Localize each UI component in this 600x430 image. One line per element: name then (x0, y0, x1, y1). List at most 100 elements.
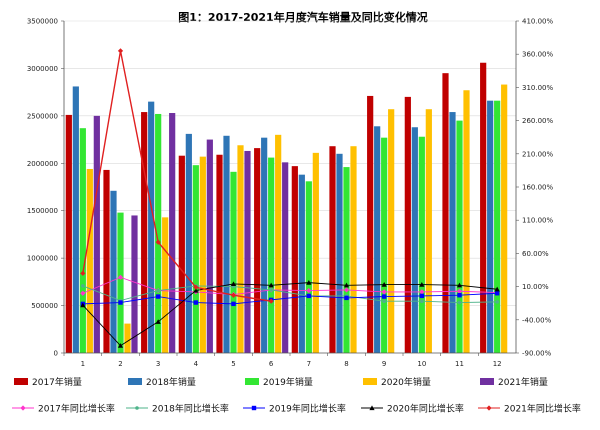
bar-2-4 (186, 134, 192, 353)
bar-3-11 (456, 121, 462, 353)
bar-3-12 (494, 101, 500, 353)
line-point-5-2 (118, 48, 123, 53)
bar-2-7 (299, 175, 305, 353)
bar-1-7 (292, 166, 298, 353)
line-point-3-8 (344, 296, 348, 300)
right-axis-tick-label: -90.00% (522, 350, 552, 358)
x-axis-tick-label: 1 (81, 360, 85, 368)
bar-1-3 (141, 112, 147, 353)
bar-2-10 (412, 127, 418, 353)
left-axis-tick-label: 1500000 (27, 207, 58, 215)
legend-label-line-1: 2017年同比增长率 (38, 403, 115, 415)
legend-swatch-bar-4 (363, 378, 377, 385)
right-axis-tick-label: 210.00% (522, 150, 553, 158)
bar-4-2 (124, 324, 130, 353)
bar-3-5 (230, 172, 236, 353)
legend-label-line-2: 2018年同比增长率 (152, 403, 229, 415)
bar-1-10 (405, 97, 411, 353)
legend-swatch-bar-5 (480, 378, 494, 385)
legend-marker-line-2 (135, 406, 139, 410)
legend-swatch-bar-3 (245, 378, 259, 385)
line-point-3-2 (118, 300, 122, 304)
x-axis-tick-label: 6 (269, 360, 274, 368)
bar-2-8 (336, 154, 342, 353)
bar-1-5 (216, 155, 222, 353)
bar-4-1 (87, 169, 93, 353)
legend-label-line-4: 2020年同比增长率 (387, 403, 464, 415)
x-axis-tick-label: 2 (118, 360, 122, 368)
bar-3-8 (343, 167, 349, 353)
bar-1-12 (480, 63, 486, 353)
bar-5-2 (131, 215, 137, 353)
line-point-2-10 (420, 299, 424, 303)
legend: 2017年销量 2018年销量 2019年销量 2020年销量 2021年销量 2017年… (12, 376, 581, 415)
bar-4-11 (463, 90, 469, 353)
x-axis-tick-label: 9 (382, 360, 386, 368)
legend-marker-line-3 (252, 406, 256, 410)
right-axis-tick-label: 360.00% (522, 51, 553, 59)
legend-swatch-bar-2 (128, 378, 142, 385)
line-point-3-11 (457, 293, 461, 297)
left-axis-tick-label: 2500000 (27, 112, 58, 120)
right-axis-tick-label: 410.00% (522, 18, 553, 26)
x-axis-tick-label: 8 (344, 360, 348, 368)
bar-4-5 (237, 145, 243, 353)
legend-label-bar-3: 2019年销量 (263, 376, 313, 388)
bar-3-4 (193, 165, 199, 353)
bar-3-10 (419, 137, 425, 353)
x-axis-tick-label: 5 (231, 360, 235, 368)
line-point-2-12 (495, 300, 499, 304)
bar-1-2 (103, 170, 109, 353)
legend-label-line-3: 2019年同比增长率 (269, 403, 346, 415)
legend-label-bar-1: 2017年销量 (32, 376, 82, 388)
bar-2-3 (148, 102, 154, 353)
bar-5-5 (244, 151, 250, 353)
bar-2-9 (374, 126, 380, 353)
right-axis-tick-label: 10.00% (522, 283, 549, 291)
bar-4-10 (426, 109, 432, 353)
bar-4-6 (275, 135, 281, 353)
line-point-2-1 (81, 284, 85, 288)
bar-4-12 (501, 85, 507, 353)
legend-swatch-bar-1 (14, 378, 28, 385)
bar-5-3 (169, 113, 175, 353)
bar-3-1 (80, 128, 86, 353)
line-point-3-3 (156, 294, 160, 298)
bar-1-11 (442, 73, 448, 353)
line-point-3-10 (420, 294, 424, 298)
legend-label-bar-5: 2021年销量 (498, 376, 548, 388)
left-axis-tick-label: 1000000 (27, 255, 58, 263)
chart-title: 图1：2017-2021年月度汽车销量及同比变化情况 (178, 10, 427, 24)
bar-4-4 (200, 157, 206, 353)
line-point-2-6 (269, 288, 273, 292)
right-axis-tick-label: 110.00% (522, 217, 553, 225)
line-point-3-7 (307, 294, 311, 298)
bar-1-9 (367, 96, 373, 353)
line-point-2-9 (382, 299, 386, 303)
bar-2-6 (261, 138, 267, 353)
x-axis-tick-label: 12 (493, 360, 502, 368)
right-axis-tick-label: 310.00% (522, 84, 553, 92)
right-axis-tick-label: -40.00% (522, 316, 552, 324)
bar-5-6 (282, 162, 288, 353)
x-axis-tick-label: 10 (417, 360, 426, 368)
line-point-3-9 (382, 294, 386, 298)
x-axis-tick-label: 4 (194, 360, 199, 368)
legend-marker-line-1 (20, 405, 25, 410)
bar-3-2 (117, 213, 123, 353)
legend-label-bar-2: 2018年销量 (146, 376, 196, 388)
bar-1-4 (179, 156, 185, 353)
legend-label-bar-4: 2020年销量 (381, 376, 431, 388)
line-point-3-5 (231, 302, 235, 306)
left-axis-tick-label: 2000000 (27, 160, 58, 168)
bar-2-1 (73, 86, 79, 353)
line-point-2-3 (156, 289, 160, 293)
bar-2-5 (223, 136, 229, 353)
x-axis-tick-label: 11 (455, 360, 464, 368)
bar-1-6 (254, 148, 260, 353)
line-point-3-4 (194, 300, 198, 304)
right-axis-tick-label: 160.00% (522, 184, 553, 192)
bar-4-9 (388, 109, 394, 353)
left-axis-tick-label: 3500000 (27, 18, 58, 26)
